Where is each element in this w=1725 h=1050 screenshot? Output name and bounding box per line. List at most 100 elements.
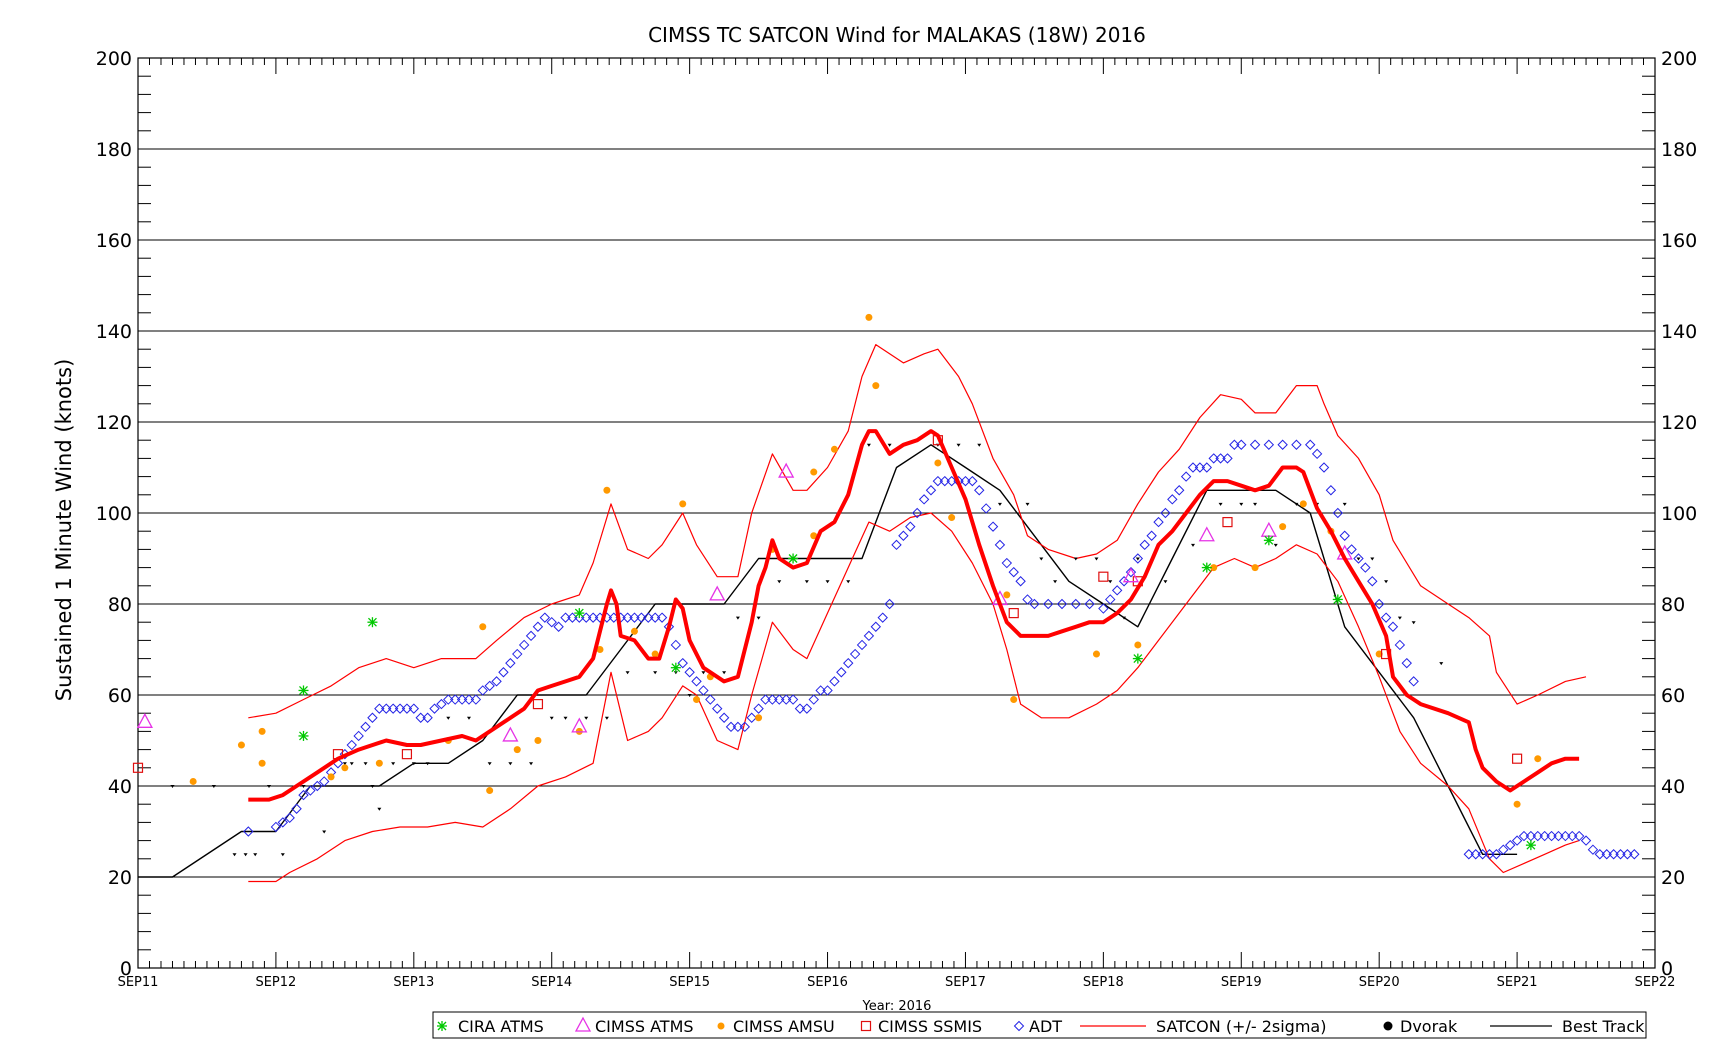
adt-point xyxy=(512,648,523,660)
adt-point xyxy=(1491,849,1502,860)
dvorak-point xyxy=(1191,543,1196,547)
legend-marker-cira_atms-stroke xyxy=(437,1021,447,1031)
dvorak-point xyxy=(1370,557,1375,561)
adt-point xyxy=(1325,485,1337,496)
legend-marker-dvorak xyxy=(1383,1021,1393,1031)
dvorak-point xyxy=(1108,580,1113,584)
dvorak-point xyxy=(1239,502,1244,506)
adt-point xyxy=(1305,439,1316,450)
cimss-amsu-point xyxy=(258,759,266,767)
adt-point xyxy=(787,694,799,705)
cimss-amsu-point xyxy=(830,445,838,453)
legend-label-best_track: Best Track xyxy=(1562,1017,1645,1036)
adt-point xyxy=(891,539,902,551)
adt-point xyxy=(1470,849,1481,860)
adt-point xyxy=(1056,598,1068,610)
cira-atms-point-stroke xyxy=(574,608,584,618)
adt-point xyxy=(967,475,978,487)
dvorak-point xyxy=(301,785,306,788)
satcon-upper-line xyxy=(248,344,1587,719)
adt-point xyxy=(1360,562,1371,573)
adt-point xyxy=(649,612,661,623)
y-tick-label-left: 40 xyxy=(108,776,132,798)
dvorak-point xyxy=(625,671,630,675)
adt-point xyxy=(1332,507,1344,519)
adt-point xyxy=(1208,453,1219,464)
y-tick-label-right: 160 xyxy=(1661,230,1697,252)
adt-point xyxy=(1401,657,1412,669)
adt-point xyxy=(815,685,826,696)
adt-point xyxy=(518,639,530,651)
adt-point xyxy=(477,685,488,696)
dvorak-point xyxy=(411,762,416,766)
adt-point xyxy=(449,694,461,705)
cimss-amsu-point xyxy=(479,623,487,631)
adt-point xyxy=(1229,439,1240,450)
adt-point xyxy=(753,703,764,714)
x-tick-label: SEP11 xyxy=(118,975,159,990)
cimss-amsu-point xyxy=(693,696,701,704)
x-tick-label: SEP18 xyxy=(1083,975,1124,990)
dvorak-point xyxy=(487,762,492,766)
adt-point xyxy=(401,703,413,714)
cimss-amsu-point xyxy=(513,746,521,754)
adt-point xyxy=(305,785,316,796)
cira-atms-point-stroke xyxy=(1202,563,1212,573)
adt-point xyxy=(1139,539,1150,551)
adt-point xyxy=(470,694,482,705)
adt-point xyxy=(1146,530,1157,541)
adt-point xyxy=(911,507,923,519)
cimss-amsu-point xyxy=(237,741,245,749)
cimss-ssmis-point xyxy=(1098,571,1109,582)
cimss-amsu-point xyxy=(1375,650,1383,658)
adt-point xyxy=(698,685,709,696)
adt-point xyxy=(498,667,509,678)
adt-point xyxy=(656,612,668,623)
adt-point xyxy=(1236,439,1247,450)
dvorak-point xyxy=(977,443,982,447)
y-tick-label-right: 120 xyxy=(1661,412,1697,434)
y-tick-label-left: 100 xyxy=(96,503,132,525)
dvorak-point xyxy=(584,716,589,720)
adt-point xyxy=(546,616,557,628)
adt-point xyxy=(1222,453,1233,464)
cimss-ssmis-point xyxy=(1222,516,1233,528)
adt-point xyxy=(1201,462,1213,473)
dvorak-point xyxy=(1253,502,1258,506)
adt-point xyxy=(898,530,909,541)
legend-label-satcon: SATCON (+/- 2sigma) xyxy=(1156,1017,1326,1036)
adt-point xyxy=(629,612,640,623)
adt-point xyxy=(580,612,592,623)
adt-point xyxy=(918,494,930,505)
legend-label-adt: ADT xyxy=(1029,1017,1062,1036)
adt-point xyxy=(1394,639,1406,651)
legend-label-cimss_ssmis: CIMSS SSMIS xyxy=(878,1017,982,1036)
cimss-atms-point xyxy=(1260,521,1277,537)
dvorak-point xyxy=(267,785,272,788)
adt-point xyxy=(1291,439,1302,450)
adt-point xyxy=(408,703,420,714)
adt-point xyxy=(705,694,716,705)
dvorak-point xyxy=(1397,616,1402,620)
cira-atms-point-stroke xyxy=(367,617,377,627)
y-tick-label-right: 80 xyxy=(1661,594,1685,616)
cimss-amsu-point xyxy=(189,777,197,785)
adt-point xyxy=(1318,462,1330,473)
adt-point xyxy=(1567,830,1578,842)
cimss-amsu-point xyxy=(1003,591,1011,599)
adt-point xyxy=(1580,835,1592,846)
adt-point xyxy=(270,821,282,833)
adt-point xyxy=(691,676,702,687)
cimss-amsu-point xyxy=(1134,641,1142,649)
cimss-amsu-point xyxy=(603,486,611,494)
dvorak-point xyxy=(825,580,830,584)
dvorak-point xyxy=(1439,662,1444,666)
legend-marker-cimss_ssmis xyxy=(860,1020,872,1032)
adt-point xyxy=(1001,557,1013,569)
adt-point xyxy=(567,612,578,623)
y-tick-label-right: 180 xyxy=(1661,139,1697,161)
dvorak-point xyxy=(866,443,871,447)
adt-point xyxy=(1373,598,1385,610)
cimss-amsu-point xyxy=(679,500,687,508)
cira-atms-point-stroke xyxy=(1133,654,1143,664)
